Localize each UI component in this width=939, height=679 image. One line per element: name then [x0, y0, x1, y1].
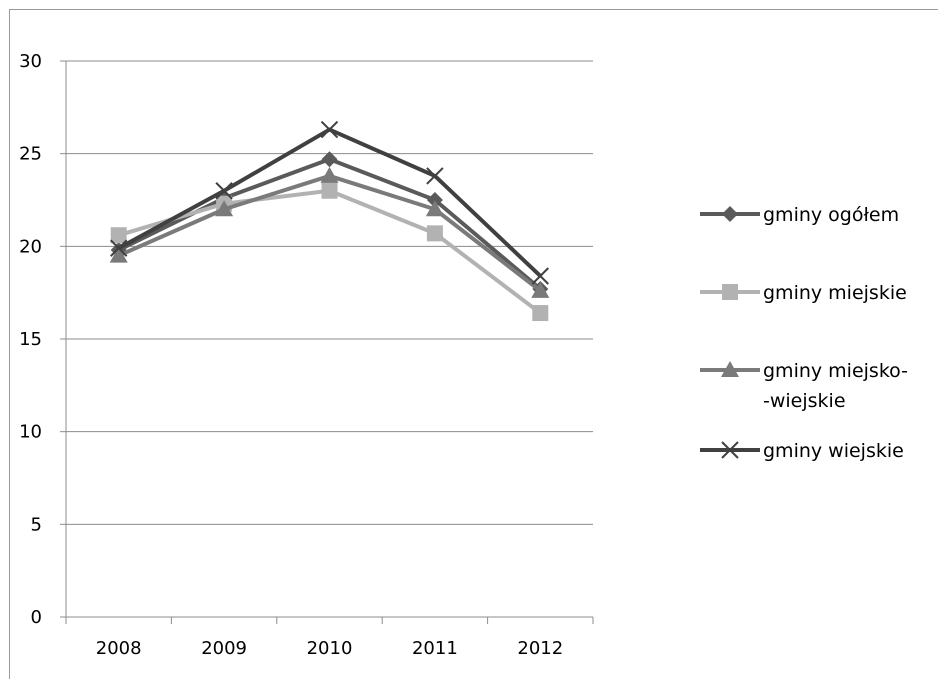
legend-marker — [722, 206, 738, 222]
legend-marker — [721, 361, 739, 377]
x-tick-label: 2012 — [517, 638, 563, 659]
legend-label-line: gminy miejsko- — [763, 360, 908, 382]
marker-stroke — [531, 267, 550, 285]
data-point — [215, 200, 234, 217]
x-tick-label: 2010 — [307, 638, 353, 659]
legend-label-line: -wiejskie — [763, 390, 846, 412]
x-axis-tick-labels: 2008 2009 2010 2011 2012 — [96, 638, 563, 659]
x-tick-label: 2011 — [412, 638, 458, 659]
data-point — [110, 227, 127, 244]
data-point — [426, 167, 444, 185]
data-point — [425, 200, 444, 217]
marker-stroke — [109, 239, 128, 257]
axes — [60, 60, 594, 624]
data-point — [426, 192, 443, 208]
chart-frame — [9, 9, 938, 679]
legend-label-line: gminy miejskie — [763, 282, 907, 304]
legend-item-4: gminy wiejskie — [700, 440, 904, 462]
legend-label-line: gminy wiejskie — [763, 440, 904, 462]
marker-stroke — [320, 120, 339, 139]
legend-label: gminy miejskie — [763, 282, 907, 304]
data-point — [320, 120, 339, 139]
legend-marker — [721, 441, 739, 459]
y-axis-tick-labels: 0 5 10 15 20 25 30 — [19, 51, 42, 628]
y-tick-label: 20 — [19, 236, 42, 257]
marker-stroke — [215, 182, 233, 200]
data-point — [532, 305, 549, 322]
y-tick-label: 10 — [19, 422, 42, 443]
legend-item-1: gminy ogółem — [700, 204, 899, 226]
legend: gminy ogółem gminy miejskie gminy miejsko-… — [700, 204, 908, 462]
x-tick-label: 2009 — [201, 638, 247, 659]
data-point — [531, 281, 550, 298]
data-point — [531, 267, 550, 285]
data-point — [321, 151, 338, 168]
data-point — [426, 225, 443, 242]
data-point — [320, 166, 339, 183]
y-tick-label: 15 — [19, 329, 42, 350]
y-tick-label: 25 — [19, 144, 42, 165]
data-point — [109, 246, 128, 263]
legend-label: gminy miejsko- -wiejskie — [763, 360, 908, 412]
legend-label: gminy ogółem — [763, 204, 899, 226]
y-tick-label: 0 — [31, 607, 42, 628]
legend-label-line: gminy ogółem — [763, 204, 899, 226]
y-tick-label: 30 — [19, 51, 42, 72]
x-tick-label: 2008 — [96, 638, 142, 659]
series-line — [118, 188, 542, 315]
legend-item-3: gminy miejsko- -wiejskie — [700, 360, 908, 412]
data-point — [109, 239, 128, 257]
data-point — [321, 182, 338, 199]
y-tick-label: 5 — [31, 514, 42, 535]
series-4 — [109, 120, 550, 285]
legend-item-2: gminy miejskie — [700, 282, 907, 304]
legend-label: gminy wiejskie — [763, 440, 904, 462]
data-point — [215, 182, 233, 200]
series-3 — [109, 166, 550, 298]
legend-marker — [722, 284, 738, 300]
series-lines — [109, 120, 550, 322]
marker-stroke — [721, 441, 739, 459]
series-2 — [110, 182, 549, 322]
marker-stroke — [426, 167, 444, 185]
